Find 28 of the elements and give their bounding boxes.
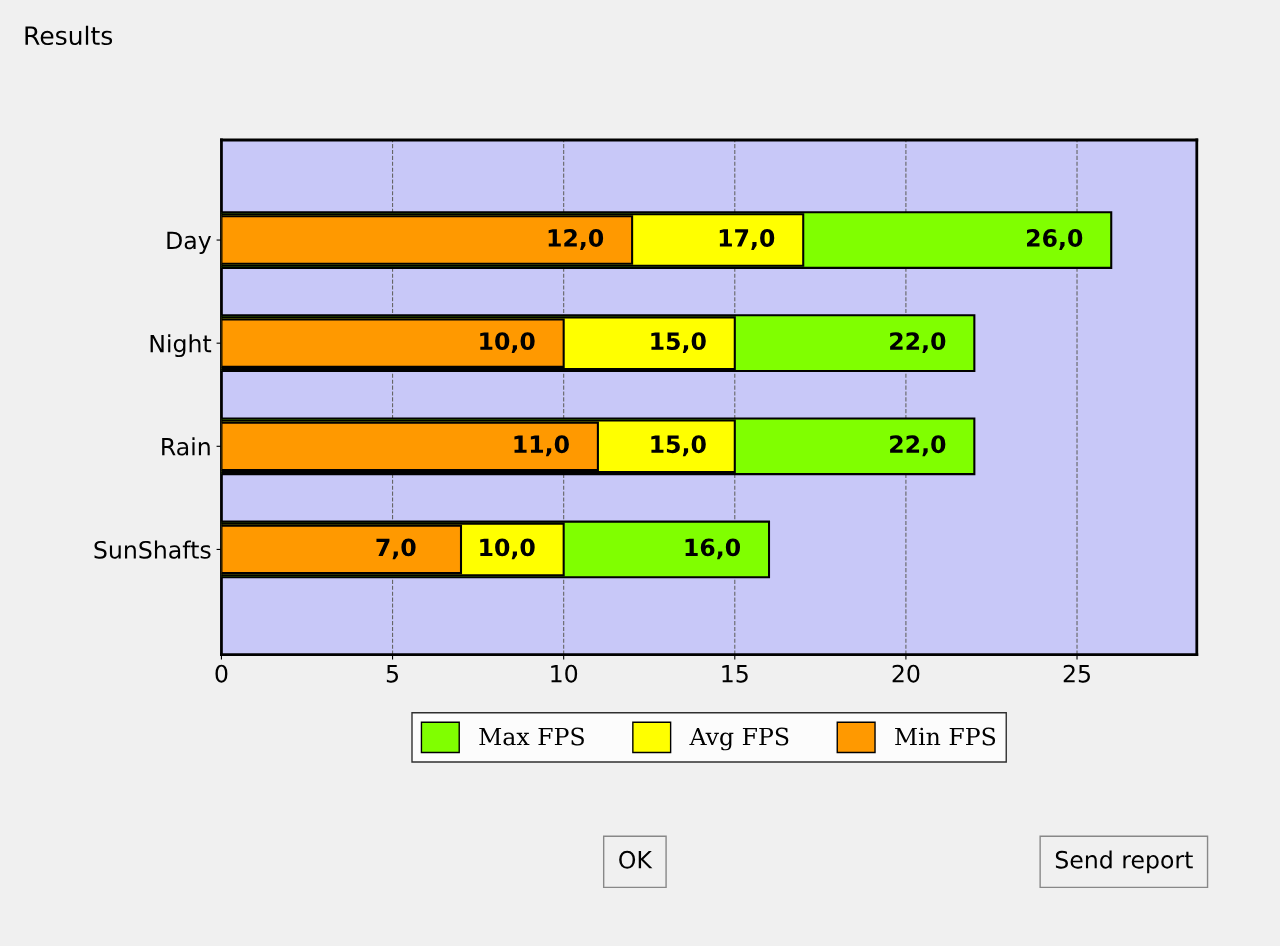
text: Send report (1055, 850, 1193, 874)
data-label: 17,0 (719, 229, 775, 250)
legend-label: Avg FPS (689, 727, 789, 751)
data-label: 22,0 (890, 435, 946, 457)
data-label: 10,0 (480, 538, 535, 560)
y-tick-label: Day (167, 231, 212, 254)
x-tick-label: 25 (1063, 664, 1090, 683)
y-tick-label: Night (150, 334, 212, 358)
data-label: 12,0 (548, 229, 604, 250)
x-tick-label: 20 (892, 664, 920, 683)
chart-title: Results (25, 25, 113, 46)
x-tick-label: 10 (551, 664, 578, 683)
data-label: 22,0 (890, 332, 946, 354)
legend-label: Max FPS (479, 727, 584, 746)
text: OK (619, 850, 653, 869)
legend-label: Min FPS (895, 727, 996, 746)
x-tick-label: 0 (215, 664, 228, 683)
x-tick-label: 15 (722, 665, 748, 683)
data-label: 15,0 (651, 332, 706, 354)
y-tick-label: Rain (162, 437, 210, 456)
data-label: 10,0 (480, 332, 535, 354)
data-label: 16,0 (685, 538, 741, 560)
data-label: 7,0 (376, 538, 416, 560)
x-tick-label: 5 (386, 665, 398, 683)
data-label: 15,0 (651, 435, 706, 457)
data-label: 26,0 (1027, 229, 1083, 250)
y-tick-label: SunShafts (94, 540, 211, 559)
data-label: 11,0 (514, 435, 569, 457)
